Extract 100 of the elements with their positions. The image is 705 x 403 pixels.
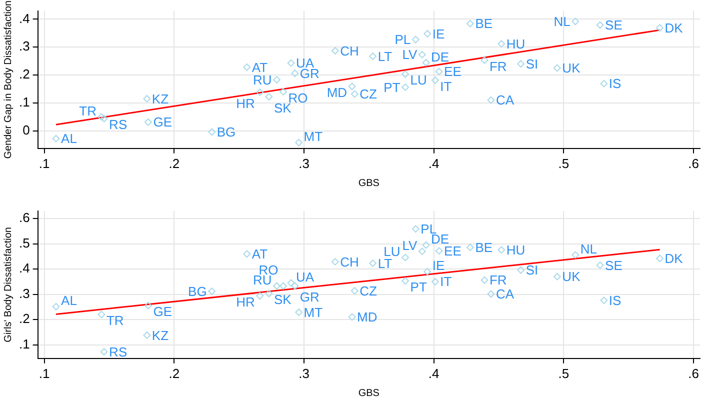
- x-axis-title: GBS: [358, 388, 380, 399]
- data-label: FR: [489, 272, 507, 288]
- data-label: FR: [489, 58, 507, 74]
- data-label: CA: [496, 286, 514, 302]
- data-label: AT: [252, 246, 268, 262]
- data-label: IE: [432, 26, 445, 42]
- data-label: TR: [79, 103, 96, 118]
- point: [287, 59, 295, 67]
- data-label: NL: [554, 14, 570, 29]
- data-label: GR: [300, 290, 320, 305]
- data-label: CZ: [360, 86, 378, 102]
- x-axis-title: GBS: [358, 178, 380, 189]
- data-label: MT: [304, 304, 323, 320]
- point: [424, 268, 432, 276]
- data-label: GE: [153, 114, 172, 130]
- data-label: IE: [432, 258, 445, 274]
- point: [291, 282, 299, 290]
- point: [100, 114, 108, 122]
- point: [98, 310, 106, 318]
- point: [517, 266, 525, 274]
- y-tick-label: .3: [19, 286, 30, 301]
- point: [402, 277, 409, 285]
- data-label: BG: [188, 284, 207, 299]
- point: [265, 290, 273, 298]
- point: [402, 254, 409, 262]
- data-label: BG: [216, 124, 236, 140]
- point: [466, 244, 474, 252]
- point: [435, 247, 443, 255]
- point: [498, 40, 506, 48]
- data-label: AT: [252, 60, 268, 75]
- data-label: KZ: [152, 91, 169, 106]
- x-tick-label: .2: [168, 156, 180, 171]
- data-label: CH: [340, 254, 359, 270]
- x-tick-label: .3: [298, 366, 310, 381]
- data-label: HR: [236, 96, 255, 111]
- point: [208, 128, 216, 136]
- point: [466, 20, 474, 28]
- x-tick-label: .6: [688, 156, 699, 171]
- data-label: DK: [664, 251, 684, 266]
- x-tick-label: .4: [428, 366, 440, 381]
- point: [280, 88, 287, 96]
- point: [412, 36, 420, 44]
- data-label: PT: [384, 80, 400, 95]
- point: [553, 64, 561, 72]
- point: [295, 138, 303, 146]
- data-label: BE: [475, 16, 493, 32]
- y-tick-label: .4: [19, 260, 30, 276]
- data-label: SI: [526, 262, 538, 278]
- point: [517, 60, 525, 68]
- data-label: MT: [304, 129, 323, 144]
- point: [256, 88, 264, 96]
- data-label: HU: [506, 36, 526, 52]
- point: [498, 246, 506, 254]
- point: [402, 84, 409, 91]
- point: [369, 260, 377, 267]
- data-label: HU: [506, 242, 526, 258]
- point: [487, 290, 495, 298]
- point: [143, 331, 151, 339]
- point: [52, 134, 60, 142]
- data-label: KZ: [152, 328, 169, 343]
- point: [656, 254, 664, 262]
- point: [143, 95, 151, 102]
- point: [350, 287, 358, 294]
- x-tick-label: .1: [38, 366, 50, 381]
- point: [422, 241, 430, 249]
- point: [656, 24, 664, 32]
- y-tick-label: .1: [19, 336, 30, 352]
- point: [435, 68, 443, 76]
- point: [208, 288, 216, 295]
- point: [295, 308, 303, 316]
- data-label: PL: [394, 32, 411, 48]
- data-label: LV: [402, 47, 418, 62]
- point: [243, 250, 251, 258]
- y-tick-label: .6: [19, 210, 30, 226]
- point: [265, 93, 273, 100]
- x-tick-label: .2: [168, 366, 180, 381]
- point: [280, 282, 287, 290]
- data-label: MD: [326, 85, 348, 100]
- point: [418, 248, 426, 256]
- point: [553, 272, 561, 280]
- point: [600, 80, 608, 88]
- point: [331, 258, 339, 266]
- data-label: SK: [274, 292, 292, 308]
- point: [572, 18, 580, 26]
- x-tick-label: .5: [558, 156, 570, 171]
- data-label: IS: [608, 292, 622, 308]
- y-tick-label: .1: [19, 94, 30, 110]
- data-label: IT: [440, 274, 452, 290]
- data-label: LU: [410, 72, 427, 88]
- data-label: IT: [440, 78, 452, 94]
- point: [100, 348, 108, 356]
- point: [331, 47, 339, 54]
- point: [98, 113, 106, 121]
- point: [348, 82, 356, 90]
- y-axis-title: Girls' Body Dissatisfaction: [2, 227, 14, 342]
- point: [402, 70, 409, 78]
- point: [600, 296, 608, 304]
- point: [291, 70, 299, 78]
- y-tick-label: .4: [19, 10, 30, 26]
- data-label: GE: [153, 304, 172, 320]
